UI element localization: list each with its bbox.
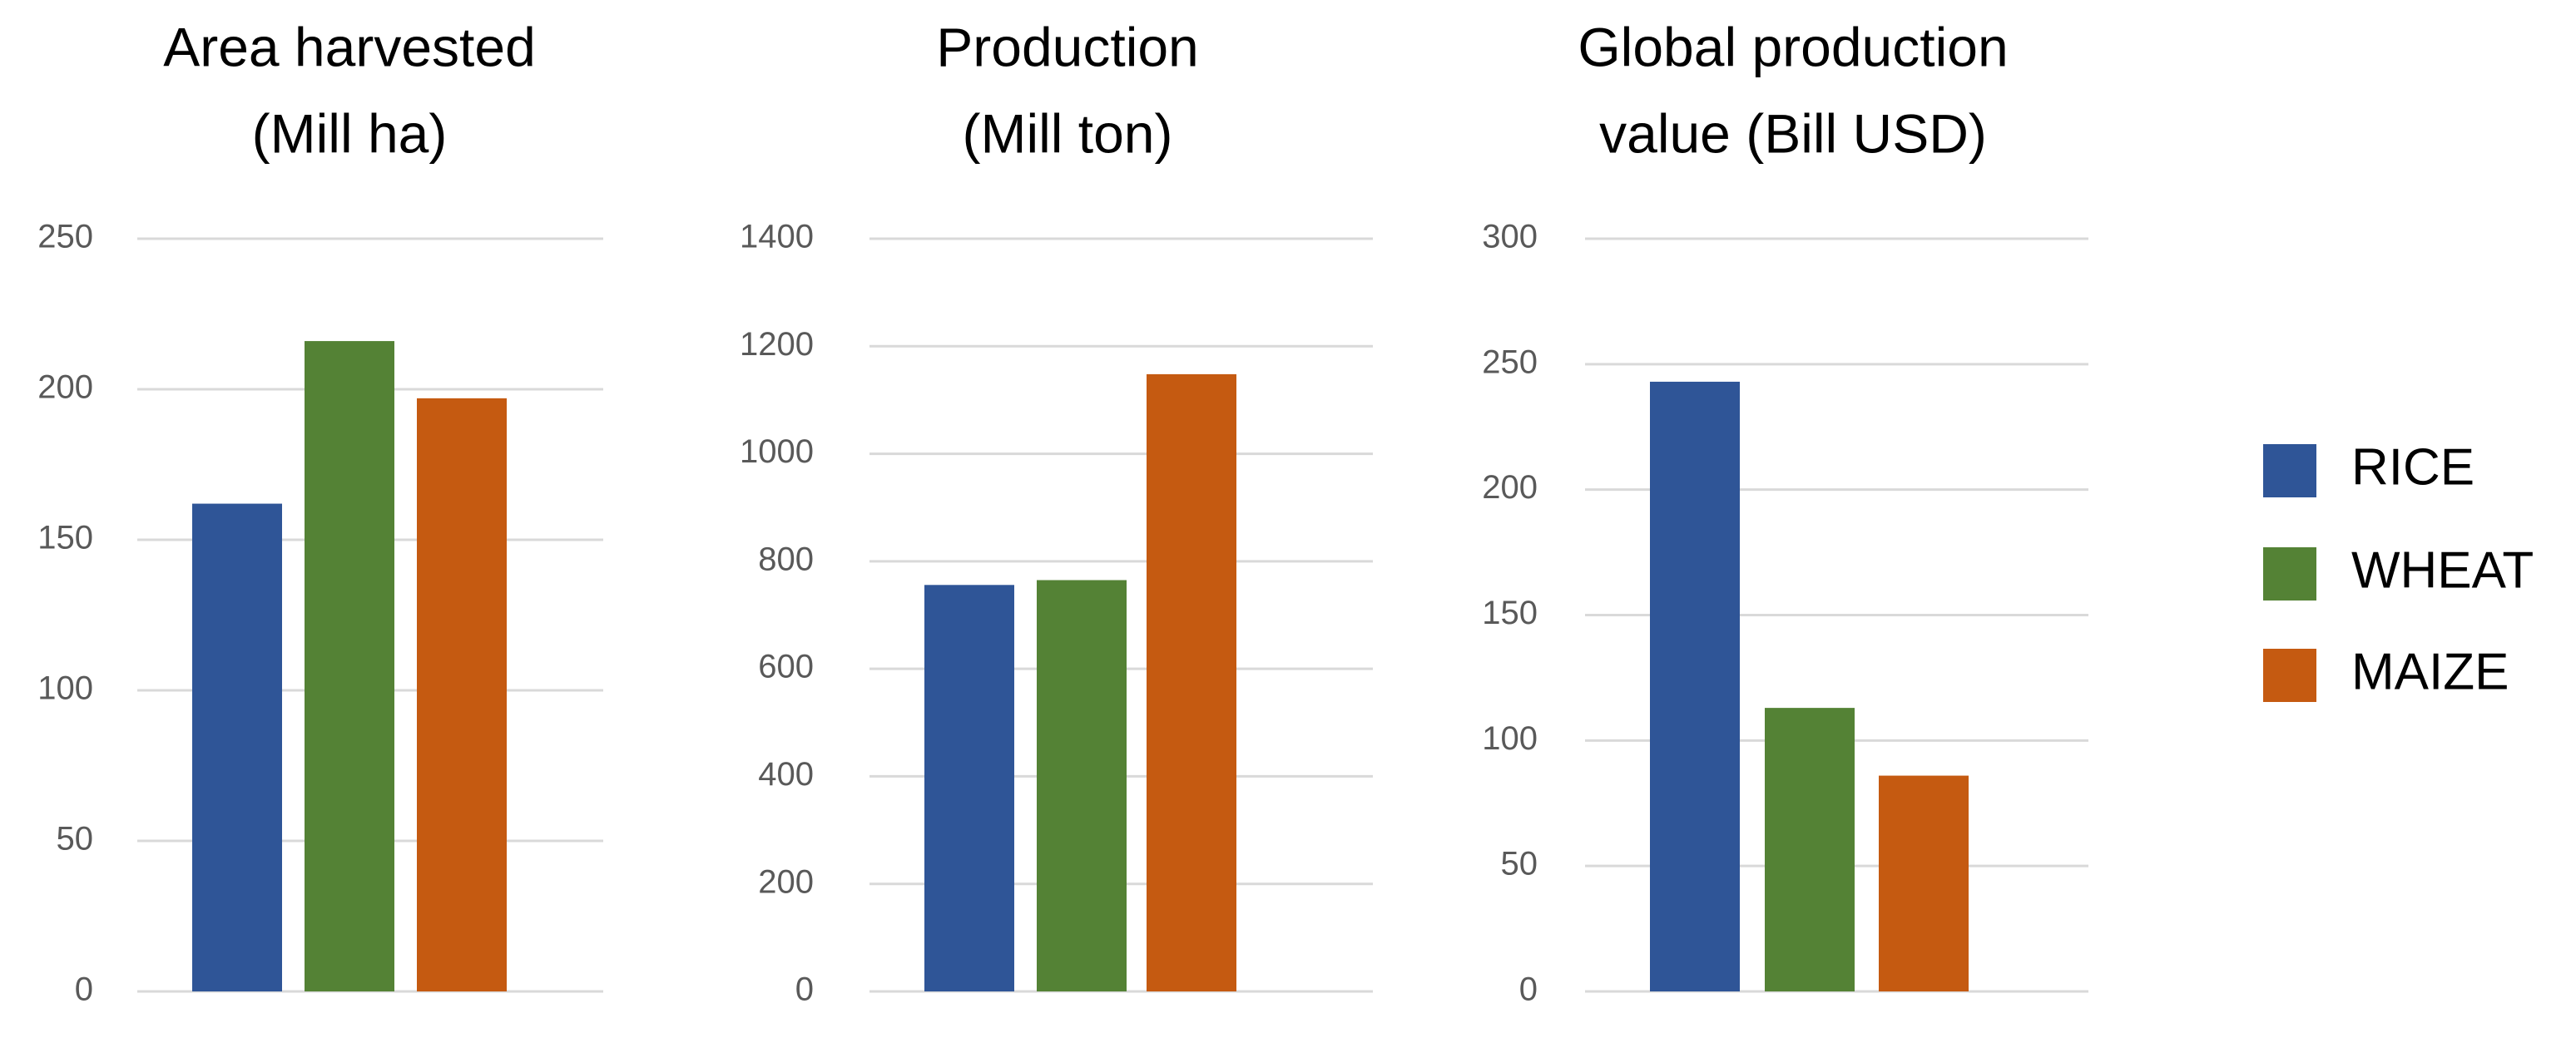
- y-tick-label: 150: [1482, 595, 1538, 631]
- legend-swatch: [2263, 547, 2316, 601]
- y-tick-label: 0: [795, 971, 814, 1008]
- bar-maize: [1879, 775, 1969, 991]
- chart-title-line: Production: [936, 16, 1199, 77]
- legend-item-rice: RICE: [2263, 438, 2474, 497]
- y-tick-label: 200: [37, 369, 93, 406]
- chart-panel-2: Production (Mill ton) 0 200 400 600 800 1000 120…: [740, 16, 1373, 1008]
- y-tick-label: 800: [758, 541, 814, 577]
- chart-title-line: Area harvested: [163, 16, 536, 77]
- y-tick-label: 600: [758, 649, 814, 685]
- y-tick-label: 1000: [740, 433, 814, 470]
- legend-swatch: [2263, 649, 2316, 702]
- y-tick-label: 50: [57, 821, 94, 858]
- legend-label: RICE: [2351, 438, 2474, 496]
- chart-panel-3: Global production value (Bill USD) 0 50 100 1…: [1482, 16, 2088, 1008]
- y-tick-label: 200: [758, 863, 814, 900]
- bar-rice: [924, 585, 1014, 991]
- chart-title-line: Global production: [1578, 16, 2008, 77]
- chart-panels: Area harvested (Mill ha) 0 50 100 150 200 250 Pr…: [37, 16, 2088, 1008]
- legend-swatch: [2263, 444, 2316, 497]
- y-tick-label: 400: [758, 756, 814, 793]
- y-tick-label: 300: [1482, 219, 1538, 255]
- y-tick-label: 0: [1519, 971, 1538, 1008]
- legend-label: WHEAT: [2351, 541, 2534, 599]
- bar-maize: [417, 398, 507, 991]
- y-tick-label: 100: [1482, 720, 1538, 757]
- chart-title-line: (Mill ha): [252, 102, 448, 164]
- bar-maize: [1147, 373, 1236, 991]
- legend: RICE WHEAT MAIZE: [2263, 438, 2534, 702]
- bar-rice: [192, 503, 282, 991]
- legend-item-wheat: WHEAT: [2263, 541, 2534, 601]
- chart-panel-1: Area harvested (Mill ha) 0 50 100 150 200 250: [37, 16, 603, 1008]
- y-tick-label: 1400: [740, 219, 814, 255]
- y-tick-label: 200: [1482, 469, 1538, 506]
- legend-item-maize: MAIZE: [2263, 643, 2509, 702]
- chart-title-line: value (Bill USD): [1599, 102, 1987, 164]
- bar-wheat: [1765, 708, 1855, 991]
- y-tick-label: 0: [75, 971, 93, 1008]
- chart-title-line: (Mill ton): [962, 102, 1172, 164]
- y-tick-label: 50: [1501, 846, 1538, 882]
- y-tick-label: 1200: [740, 326, 814, 363]
- bar-wheat: [305, 341, 394, 992]
- y-tick-label: 250: [37, 219, 93, 255]
- y-tick-label: 100: [37, 670, 93, 707]
- bar-rice: [1650, 381, 1740, 991]
- legend-label: MAIZE: [2351, 643, 2509, 700]
- y-tick-label: 250: [1482, 344, 1538, 380]
- y-tick-label: 150: [37, 520, 93, 556]
- bar-wheat: [1037, 580, 1127, 991]
